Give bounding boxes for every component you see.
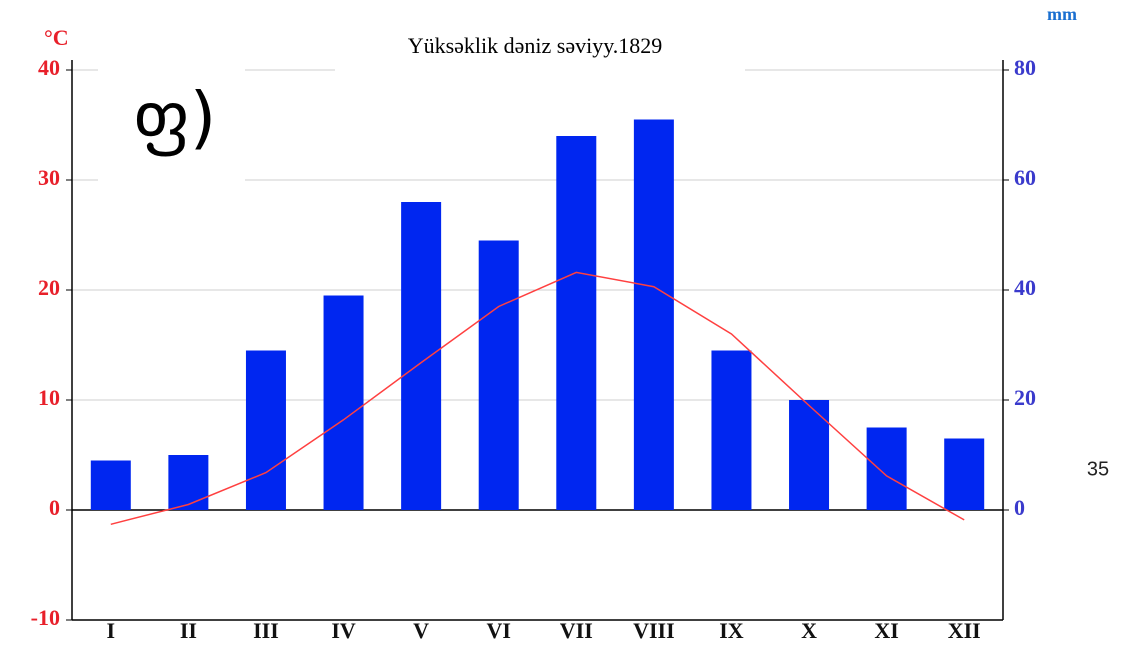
x-tick-label: VII [560, 618, 593, 643]
x-tick-label: IV [331, 618, 356, 643]
x-tick-label: VI [486, 618, 510, 643]
annotation: ფ) [134, 79, 217, 158]
x-tick-label: I [107, 618, 116, 643]
bar [168, 455, 209, 510]
y2-tick-label: 80 [1014, 55, 1036, 80]
y-tick-label: 10 [38, 385, 60, 410]
overlay: Yüksəklik dəniz səviyy.1829 ფ) 35 °C mm [44, 4, 1109, 480]
x-tick-label: III [253, 618, 279, 643]
bar [556, 136, 597, 510]
bar [401, 202, 442, 510]
bar [478, 240, 519, 510]
y-tick-label: -10 [31, 605, 60, 630]
title-backdrop [335, 28, 745, 78]
y2-tick-label: 0 [1014, 495, 1025, 520]
bar [866, 427, 907, 510]
x-tick-label: IX [719, 618, 744, 643]
y-axis-label: °C [44, 25, 69, 50]
x-tick-label: VIII [633, 618, 675, 643]
y2-tick-label: 20 [1014, 385, 1036, 410]
y2-axis-label: mm [1047, 4, 1077, 24]
y-tick-label: 40 [38, 55, 60, 80]
x-tick-label: X [801, 618, 817, 643]
bar [789, 400, 830, 510]
y2-tick-label: 60 [1014, 165, 1036, 190]
x-tick-label: II [180, 618, 197, 643]
y-tick-label: 20 [38, 275, 60, 300]
bar [633, 119, 674, 510]
page-label: 35 [1087, 458, 1109, 480]
bar [245, 350, 286, 510]
temperature-line [110, 271, 965, 526]
bar [90, 460, 131, 510]
x-tick-label: V [413, 618, 429, 643]
y-tick-label: 0 [49, 495, 60, 520]
annotation-backdrop [98, 62, 245, 182]
bar [711, 350, 752, 510]
x-tick-label: XII [948, 618, 981, 643]
y-tick-label: 30 [38, 165, 60, 190]
x-tick-label: XI [874, 618, 898, 643]
bar [323, 295, 364, 510]
y2-tick-label: 40 [1014, 275, 1036, 300]
chart-title: Yüksəklik dəniz səviyy.1829 [408, 33, 663, 58]
bar [944, 438, 985, 510]
